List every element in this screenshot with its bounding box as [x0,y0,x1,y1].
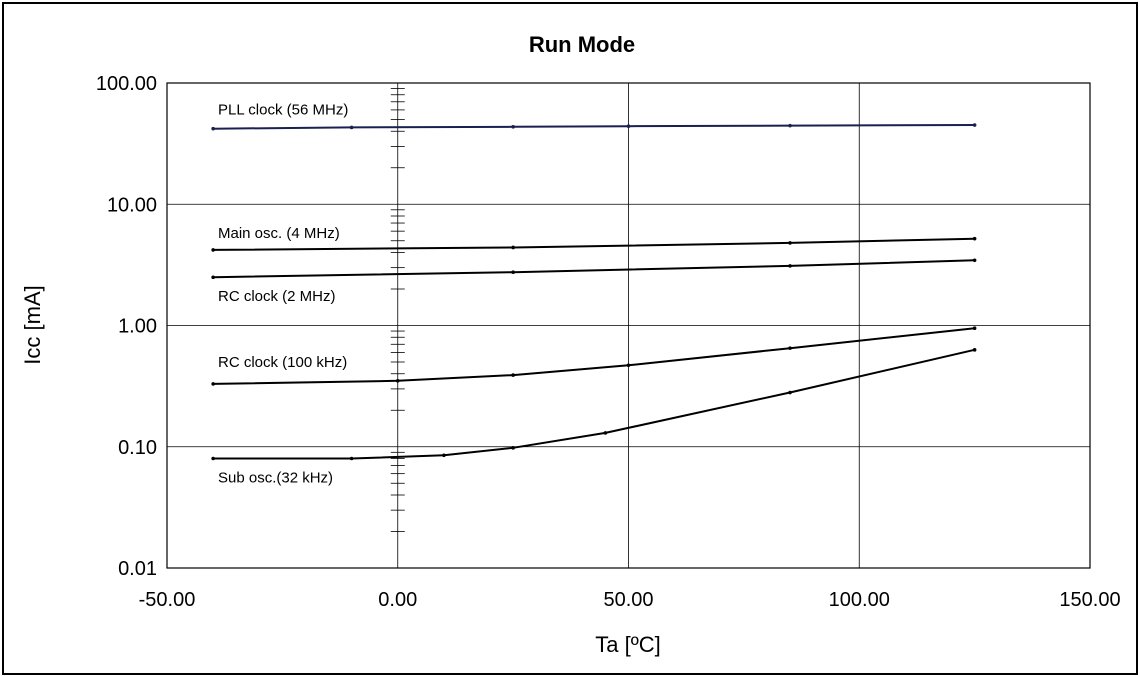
y-axis-tick-labels: 0.01 0.10 1.00 10.00 100.00 [96,73,157,580]
series-line-3 [213,327,975,385]
y-tick-label: 0.10 [118,437,157,459]
y-tick-label: 100.00 [96,73,157,95]
data-point [603,431,608,435]
data-point [788,390,792,395]
series-line-1 [213,237,975,251]
y-tick-label: 1.00 [118,316,157,338]
series-label: Main osc. (4 MHz) [218,225,340,242]
series-label: RC clock (100 kHz) [218,354,347,371]
data-point [511,270,515,275]
series-line-2 [213,259,975,279]
data-point [211,456,215,461]
data-point [788,264,792,268]
series-label: PLL clock (56 MHz) [218,102,348,119]
grid-lines [167,83,1090,568]
x-tick-label: 150.00 [1059,589,1120,611]
data-point [788,241,792,245]
data-point [511,245,515,250]
series-label: RC clock (2 MHz) [218,288,336,305]
data-point [788,123,792,128]
data-point [972,258,977,263]
data-point [211,126,215,131]
data-point [972,348,977,352]
data-point [972,123,977,127]
x-tick-label: 0.00 [378,589,417,611]
data-point [349,125,354,130]
data-point [395,378,400,383]
y-tick-label: 10.00 [107,194,157,216]
x-axis-title: Ta [ºC] [595,632,661,657]
data-point [788,346,792,350]
data-point [442,453,446,458]
x-tick-label: -50.00 [139,589,196,611]
data-point [511,446,515,450]
x-tick-label: 100.00 [829,589,890,611]
data-point [511,125,515,129]
data-point [211,382,215,386]
series-label: Sub osc.(32 kHz) [218,470,333,487]
data-point [626,363,631,368]
x-tick-label: 50.00 [603,589,653,611]
chart-title: Run Mode [529,32,635,57]
y-axis-title: Icc [mA] [20,285,45,364]
data-point [211,248,215,252]
series-lines [211,123,977,461]
y-axis-minor-ticks [390,88,405,532]
x-axis-tick-labels: -50.00 0.00 50.00 100.00 150.00 [139,589,1121,611]
data-point [349,456,354,461]
data-point [511,373,515,377]
series-labels: PLL clock (56 MHz) Main osc. (4 MHz) RC cl… [218,102,348,487]
data-point [626,124,631,129]
y-tick-label: 0.01 [118,558,157,580]
data-point [972,236,977,241]
series-line-0 [213,124,975,130]
data-point [972,326,977,331]
data-point [211,275,215,280]
